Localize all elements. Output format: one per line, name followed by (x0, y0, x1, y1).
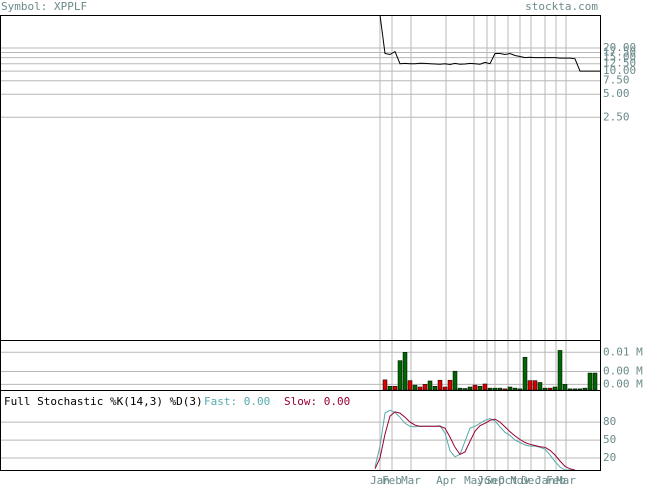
volume-bar (592, 372, 598, 391)
volume-bar (507, 386, 513, 391)
site: stockta.com (525, 0, 598, 13)
y-tick-label: 10.00 (603, 64, 636, 77)
volume-bar (477, 385, 483, 391)
x-tick-label: Jan (535, 474, 555, 486)
volume-bar (552, 386, 558, 391)
volume-bar (532, 380, 538, 391)
volume-bar (417, 386, 423, 391)
volume-bar (582, 387, 588, 391)
volume-bar (492, 387, 498, 391)
mark-layer (374, 14, 600, 471)
x-tick-label: Apr (436, 474, 456, 486)
y-tick-label: 17.50 (603, 46, 636, 59)
volume-bar (527, 380, 533, 391)
y-tick-label: 80 (603, 415, 616, 428)
x-tick-label: May (464, 474, 484, 486)
volume-bar (497, 387, 503, 391)
line (374, 411, 576, 471)
x-tick-label: Oct (498, 474, 518, 486)
volume-bar (502, 388, 508, 391)
volume-bar (437, 379, 443, 391)
volume-bar (452, 370, 458, 391)
volume-bar (442, 386, 448, 391)
line (379, 14, 600, 72)
volume-bar (467, 386, 473, 391)
x-tick-label: Mar (556, 474, 576, 486)
volume-bar (462, 388, 468, 391)
volume-bar (557, 350, 563, 391)
x-tick-label: Nov (510, 474, 530, 486)
volume-bar (512, 387, 518, 391)
y-tick-label: 15.00 (603, 51, 636, 64)
x-tick-label: Jan (370, 474, 390, 486)
volume-bar (422, 384, 428, 391)
volume-bar (447, 379, 453, 391)
x-tick-label: Jun (477, 474, 497, 486)
volume-bar (537, 382, 543, 391)
line (374, 409, 575, 471)
y-tick-label: 50 (603, 433, 616, 446)
volume-bar (402, 352, 408, 391)
stochastic-panel (0, 390, 601, 471)
x-tick-label: Sep (485, 474, 505, 486)
volume-bar (522, 356, 528, 391)
volume-bar (542, 387, 548, 391)
volume-panel (0, 340, 601, 391)
volume-bar (487, 387, 493, 391)
symbol: Symbol: XPPLF (1, 0, 87, 13)
volume-bar (577, 388, 583, 391)
y-tick-label: 5.00 (603, 87, 630, 100)
volume-bar (387, 385, 393, 391)
grid-layer (0, 15, 600, 470)
stochastic-title: Full Stochastic %K(14,3) %D(3) (4, 395, 203, 408)
volume-bar (587, 372, 593, 391)
volume-bar (562, 384, 568, 391)
volume-bar (382, 379, 388, 391)
y-tick-label: 20 (603, 451, 616, 464)
volume-bar (427, 380, 433, 391)
x-tick-label: Feb (382, 474, 402, 486)
fast-label: Fast: 0.00 (204, 395, 270, 408)
y-tick-label: 20.00 (603, 41, 636, 54)
y-tick-label: 2.50 (603, 110, 630, 123)
volume-bar (517, 388, 523, 391)
y-tick-label: 12.50 (603, 57, 636, 70)
x-tick-label: Dec (521, 474, 541, 486)
volume-bar (432, 385, 438, 391)
volume-bar (457, 387, 463, 391)
volume-bar (472, 384, 478, 391)
volume-bar (397, 360, 403, 391)
volume-bar (572, 388, 578, 391)
slow-label: Slow: 0.00 (284, 395, 350, 408)
y-tick-label: 0.00 M (603, 365, 643, 378)
price-panel (0, 15, 601, 341)
volume-bar (412, 384, 418, 391)
volume-bar (567, 388, 573, 391)
volume-bar (547, 387, 553, 391)
y-tick-label: 7.50 (603, 74, 630, 87)
volume-bar (407, 380, 413, 391)
x-tick-label: Mar (401, 474, 421, 486)
volume-bar (482, 383, 488, 391)
volume-bar (392, 385, 398, 391)
x-tick-label: Feb (546, 474, 566, 486)
y-tick-label: 0.00 M (603, 377, 643, 390)
y-tick-label: 0.01 M (603, 345, 643, 358)
